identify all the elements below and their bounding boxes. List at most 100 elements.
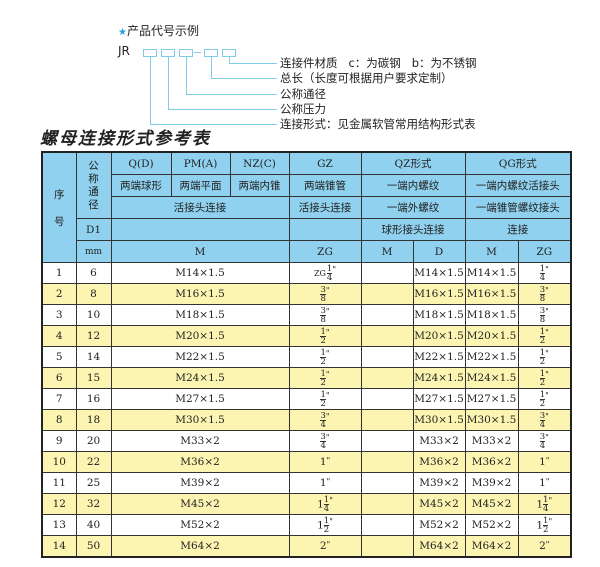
inch-mark: " <box>545 411 549 421</box>
inch-mark: " <box>325 369 330 379</box>
header-union: 活接头连接 <box>110 196 290 219</box>
whole-inches: 2 <box>539 540 546 552</box>
inch-mark: " <box>332 264 337 274</box>
header-gz-union: 活接头连接 <box>288 196 362 219</box>
cell-qz-d: M30×1.5 <box>412 409 466 431</box>
table-row: 7 16 M27×1.5 1 2 " M27×1.5 M27×1.5 1 2 " <box>41 388 572 410</box>
fraction-numerator: 1 <box>323 494 330 505</box>
inch-mark: " <box>545 306 549 316</box>
whole-inches: 1 <box>539 456 546 468</box>
cell-qz-d: M64×2 <box>412 535 466 558</box>
header-qg: QG形式 <box>464 151 572 175</box>
cell-qz-m <box>360 388 414 410</box>
fraction-numerator: 1 <box>326 263 333 274</box>
cell-qg-zg: 2" <box>517 535 572 558</box>
whole-inches: 1 <box>317 498 324 510</box>
cell-qg-zg: 1" <box>517 472 572 494</box>
cell-qg-m: M52×2 <box>464 514 519 536</box>
fraction-denominator: 4 <box>539 419 546 430</box>
fraction-denominator: 8 <box>320 293 326 304</box>
inch-mark: " <box>545 432 549 442</box>
table-row: 1 6 M14×1.5 ZG 1 4 " M14×1.5 M14×1.5 1 4 " <box>41 262 572 284</box>
cell-m: M33×2 <box>110 430 290 452</box>
cell-m: M22×1.5 <box>110 346 290 368</box>
fraction-numerator: 3 <box>320 305 326 316</box>
cell-qz-m <box>360 430 414 452</box>
cell-seq: 12 <box>41 493 77 515</box>
cell-d1: 40 <box>75 514 112 536</box>
header-qz-desc2: 一端外螺纹 <box>360 196 466 219</box>
table-heading: 螺母连接形式参考表 <box>40 129 211 149</box>
cell-qg-zg: 1 2 " <box>517 367 572 389</box>
cell-seq: 4 <box>41 325 77 347</box>
cell-m: M20×1.5 <box>110 325 290 347</box>
code-box-pressure <box>161 49 175 57</box>
fraction-numerator: 1 <box>320 389 326 400</box>
cell-d1: 20 <box>75 430 112 452</box>
fraction-denominator: 2 <box>323 524 330 535</box>
inch-mark: " <box>545 390 549 400</box>
cell-qz-m <box>360 472 414 494</box>
fraction-numerator: 1 <box>539 368 546 379</box>
cell-d1: 12 <box>75 325 112 347</box>
fraction-numerator: 1 <box>320 347 326 358</box>
cell-qg-zg: 1 1 2 " <box>517 514 572 536</box>
header-qg-desc3: 连接 <box>464 218 572 241</box>
inch-mark: " <box>548 516 553 526</box>
cell-d1: 25 <box>75 472 112 494</box>
cell-qg-zg: 1 2 " <box>517 325 572 347</box>
cell-qz-m <box>360 325 414 347</box>
cell-seq: 14 <box>41 535 77 558</box>
cell-d1: 8 <box>75 283 112 305</box>
cell-m: M18×1.5 <box>110 304 290 326</box>
inch-mark: " <box>326 477 331 486</box>
table-row: 12 32 M45×2 1 1 4 " M45×2 M45×2 1 1 4 " <box>41 493 572 515</box>
cell-d1: 22 <box>75 451 112 473</box>
fraction-denominator: 4 <box>320 419 326 430</box>
cell-qg-m: M16×1.5 <box>464 283 519 305</box>
header-qz-desc1: 一端内螺纹 <box>360 174 466 197</box>
cell-m: M24×1.5 <box>110 367 290 389</box>
fraction-numerator: 3 <box>320 410 326 421</box>
cell-d1: 15 <box>75 367 112 389</box>
thread-prefix: ZG <box>313 269 326 278</box>
inch-mark: " <box>548 495 553 505</box>
cell-qz-m <box>360 535 414 558</box>
cell-zg: 3 8 " <box>288 283 362 305</box>
cell-qz-m <box>360 493 414 515</box>
fraction-numerator: 1 <box>543 515 549 526</box>
header-m: M <box>110 240 290 263</box>
header-pm: PM(A) <box>170 151 231 175</box>
table-row: 5 14 M22×1.5 1 2 " M22×1.5 M22×1.5 1 2 " <box>41 346 572 368</box>
fraction-numerator: 1 <box>539 326 546 337</box>
table-row: 13 40 M52×2 1 1 2 " M52×2 M52×2 1 1 2 " <box>41 514 572 536</box>
cell-seq: 11 <box>41 472 77 494</box>
cell-qz-d: M24×1.5 <box>412 367 466 389</box>
fraction-denominator: 8 <box>539 314 546 325</box>
cell-qz-d: M36×2 <box>412 451 466 473</box>
cell-seq: 6 <box>41 367 77 389</box>
cell-qg-m: M20×1.5 <box>464 325 519 347</box>
nut-connection-table: 序 号 公称通径 Q(D) PM(A) NZ(C) GZ QZ形式 QG形式 两… <box>41 151 572 558</box>
cell-qz-m <box>360 514 414 536</box>
cell-qz-d: M20×1.5 <box>412 325 466 347</box>
cell-qg-zg: 1 2 " <box>517 388 572 410</box>
cell-qg-zg: 1 1 4 " <box>517 493 572 515</box>
cell-qz-m <box>360 367 414 389</box>
cell-qg-zg: 1" <box>517 451 572 473</box>
cell-qg-m: M64×2 <box>464 535 519 558</box>
cell-d1: 10 <box>75 304 112 326</box>
cell-m: M27×1.5 <box>110 388 290 410</box>
star-icon: ★ <box>118 27 127 38</box>
